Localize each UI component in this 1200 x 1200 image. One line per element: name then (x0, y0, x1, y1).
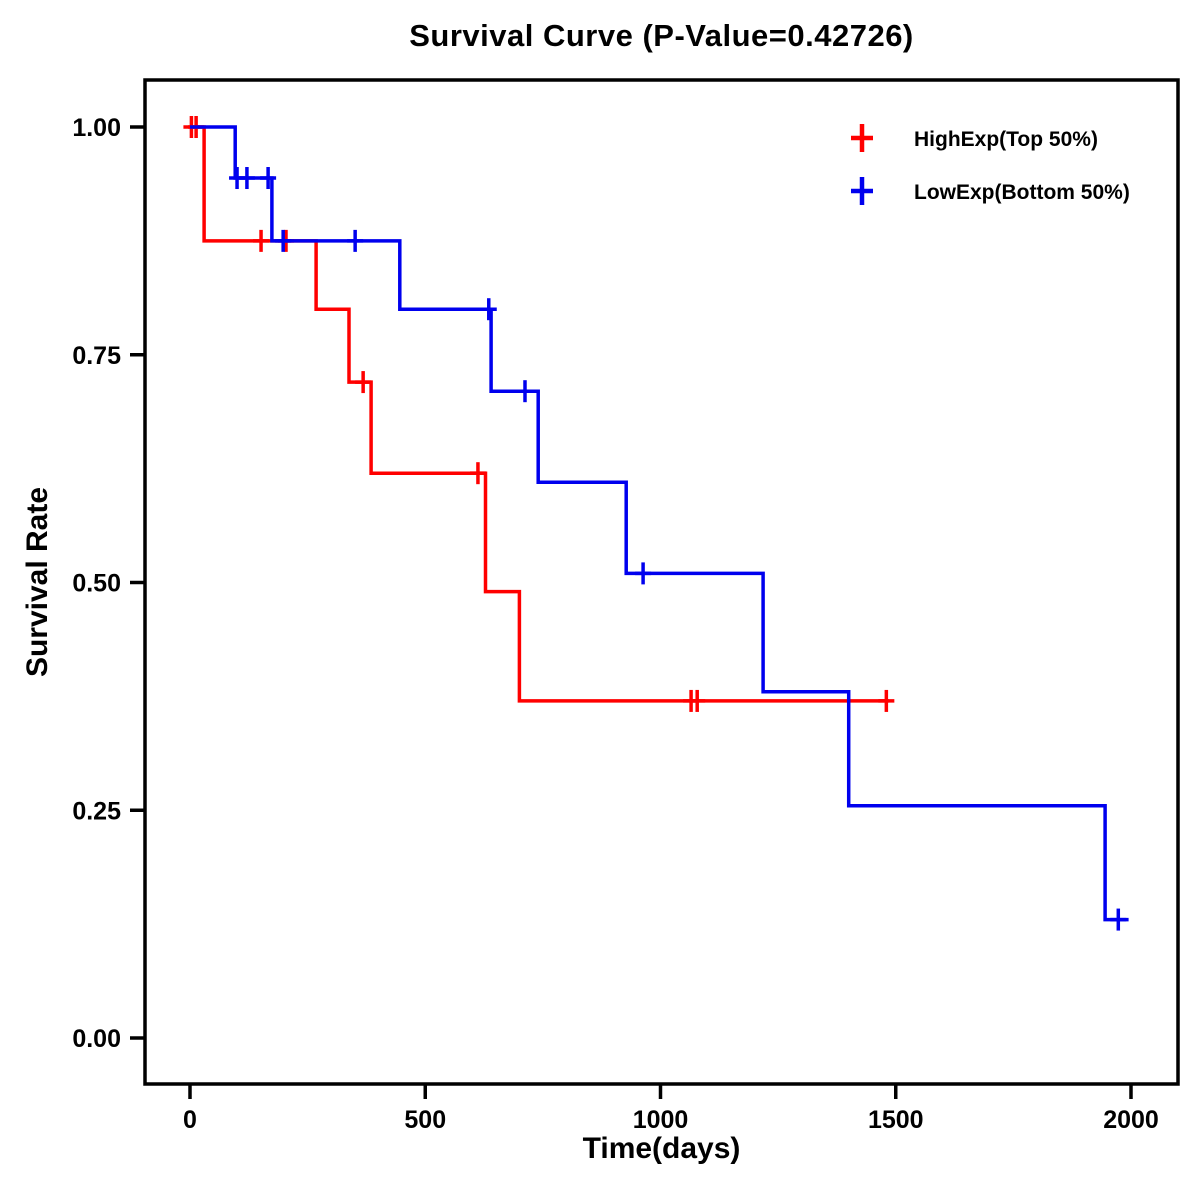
y-tick-label: 0.25 (72, 797, 121, 825)
y-tick-label: 0.50 (72, 570, 121, 598)
x-tick-label: 1000 (633, 1106, 689, 1134)
x-tick-label: 1500 (868, 1106, 924, 1134)
legend-label: LowExp(Bottom 50%) (914, 181, 1130, 204)
plot-border (143, 78, 1180, 1086)
x-tick-label: 2000 (1103, 1106, 1159, 1134)
legend-label: HighExp(Top 50%) (914, 128, 1098, 151)
y-tick-label: 1.00 (72, 114, 121, 142)
x-tick-label: 0 (183, 1106, 197, 1134)
y-axis-label: Survival Rate (21, 486, 54, 678)
x-axis-label: Time(days) (582, 1132, 741, 1165)
survival-curve-low-exp (190, 125, 1129, 922)
y-tick-label: 0.75 (72, 342, 121, 370)
y-tick-label: 0.00 (72, 1025, 121, 1053)
chart-title: Survival Curve (P-Value=0.42726) (409, 18, 914, 53)
x-tick-label: 500 (404, 1106, 446, 1134)
